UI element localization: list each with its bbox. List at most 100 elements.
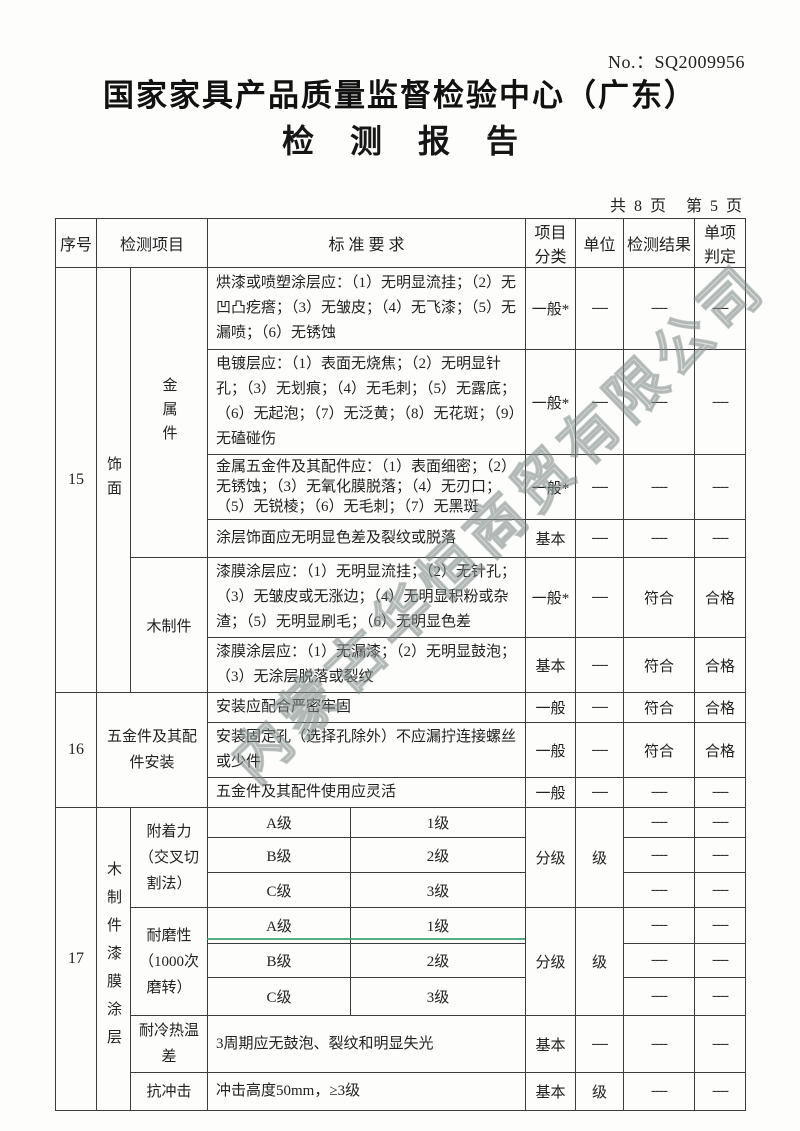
- cell-verdict: ----: [694, 1072, 747, 1111]
- cell-unit: ----: [575, 267, 625, 350]
- cell-verdict: ----: [694, 943, 747, 978]
- cell-standard-req: 安装固定孔（选择孔除外）不应漏拧连接螺丝或少件: [207, 722, 527, 778]
- cell-result: ----: [623, 907, 696, 944]
- col-header-result: 检测结果: [623, 218, 696, 268]
- table-header-row: 序号 检测项目 标 准 要 求 项目分类 单位 检测结果 单项判定: [55, 218, 747, 268]
- cell-result: 符合: [623, 692, 696, 723]
- cell-verdict: ----: [694, 977, 747, 1016]
- cell-grade-value: 3级: [350, 977, 527, 1016]
- cell-standard-req: 冲击高度50mm，≥3级: [207, 1072, 527, 1111]
- table-row: 涂层饰面应无明显色差及裂纹或脱落 基本 ---- ---- ----: [56, 519, 747, 558]
- table-row: B级 2级 ---- ----: [56, 837, 747, 873]
- cell-result: ----: [623, 777, 696, 808]
- cell-verdict: ----: [694, 519, 747, 558]
- subgroup-label-wood: 木制件: [129, 557, 209, 693]
- cell-result: ----: [623, 837, 696, 873]
- cell-verdict: ----: [694, 872, 747, 908]
- cell-grade: C级: [207, 977, 352, 1016]
- table-row: C级 3级 ---- ----: [56, 977, 747, 1016]
- cell-result: ----: [623, 267, 696, 350]
- col-header-item: 检测项目: [95, 218, 209, 268]
- table-row: 耐磨性（1000次磨转） A级 1级 分级 级 ---- ----: [56, 907, 747, 1016]
- cell-result: ----: [623, 1072, 696, 1111]
- cell-category: 基本: [525, 519, 577, 558]
- cell-grade-value: 2级: [350, 837, 527, 873]
- cell-category: 分级: [525, 807, 577, 908]
- cell-result: ----: [623, 1015, 696, 1073]
- cell-grade: B级: [207, 837, 352, 873]
- cell-grade-value: 1级: [350, 907, 527, 944]
- cell-standard-req: 漆膜涂层应：（1）无明显流挂；（2）无针孔；（3）无皱皮或无涨边；（4）无明显积…: [207, 557, 527, 638]
- subgroup-label-cold-heat: 耐冷热温差: [129, 1015, 209, 1073]
- cell-verdict: ----: [694, 349, 747, 455]
- table-row: 电镀层应：（1）表面无烧焦；（2）无明显针孔；（3）无划痕；（4）无毛刺；（5）…: [56, 349, 747, 455]
- cell-verdict: 合格: [694, 557, 747, 638]
- row-number-17: 17: [55, 807, 97, 1111]
- cell-standard-req: 3周期应无鼓泡、裂纹和明显失光: [207, 1015, 527, 1073]
- subgroup-label-metal: 金属件: [129, 267, 209, 558]
- cell-standard-req: 金属五金件及其配件应：（1）表面细密；（2）无锈蚀；（3）无氧化膜脱落；（4）无…: [207, 454, 527, 520]
- cell-result: 符合: [623, 557, 696, 638]
- green-scan-line: [207, 938, 525, 940]
- cell-result: ----: [623, 872, 696, 908]
- table-row: 16 五金件及其配件安装 安装应配合严密牢固 一般 ---- 符合 合格: [55, 692, 747, 808]
- cell-result: 符合: [623, 722, 696, 778]
- cell-category: 分级: [525, 907, 577, 1016]
- cell-unit: ----: [575, 722, 625, 778]
- cell-unit: ----: [575, 454, 625, 520]
- cell-verdict: ----: [694, 454, 747, 520]
- cell-result: 符合: [623, 637, 696, 693]
- col-header-verdict: 单项判定: [694, 218, 747, 268]
- cell-verdict: ----: [694, 837, 747, 873]
- cell-unit: ----: [575, 349, 625, 455]
- cell-category: 一般: [525, 777, 577, 808]
- cell-standard-req: 五金件及其配件使用应灵活: [207, 777, 527, 808]
- cell-grade: C级: [207, 872, 352, 908]
- cell-verdict: 合格: [694, 722, 747, 778]
- cell-result: ----: [623, 943, 696, 978]
- cell-verdict: ----: [694, 777, 747, 808]
- table-row: 木制件 漆膜涂层应：（1）无明显流挂；（2）无针孔；（3）无皱皮或无涨边；（4）…: [56, 557, 747, 693]
- cell-category: 一般*: [525, 454, 577, 520]
- cell-category: 一般: [525, 722, 577, 778]
- table-row: 五金件及其配件使用应灵活 一般 ---- ---- ----: [56, 777, 747, 808]
- cell-category: 基本: [525, 1072, 577, 1111]
- cell-category: 一般*: [525, 267, 577, 350]
- cell-grade-value: 2级: [350, 943, 527, 978]
- cell-unit: ----: [575, 557, 625, 638]
- cell-verdict: 合格: [694, 637, 747, 693]
- page-count: 共 8 页 第 5 页: [609, 198, 744, 215]
- cell-grade-value: 3级: [350, 872, 527, 908]
- table-row: 17 木制件漆膜涂层 附着力（交叉切割法） A级 1级 分级 级 ---- --…: [55, 807, 747, 1111]
- cell-result: ----: [623, 977, 696, 1016]
- cell-verdict: ----: [694, 807, 747, 838]
- col-header-no: 序号: [55, 218, 97, 268]
- cell-result: ----: [623, 807, 696, 838]
- inspection-table: 序号 检测项目 标 准 要 求 项目分类 单位 检测结果 单项判定 15 饰面 …: [55, 218, 747, 1111]
- cell-standard-req: 烘漆或喷塑涂层应：（1）无明显流挂；（2）无凹凸疙瘩；（3）无皱皮；（4）无飞漆…: [207, 267, 527, 350]
- cell-category: 基本: [525, 1015, 577, 1073]
- table-row: C级 3级 ---- ----: [56, 872, 747, 908]
- cell-unit: 级: [575, 907, 625, 1016]
- cell-grade: A级: [207, 807, 352, 838]
- table-row: 金属五金件及其配件应：（1）表面细密；（2）无锈蚀；（3）无氧化膜脱落；（4）无…: [56, 454, 747, 520]
- col-header-unit: 单位: [575, 218, 625, 268]
- cell-category: 一般: [525, 692, 577, 723]
- group-label-wood-coating: 木制件漆膜涂层: [96, 807, 131, 1111]
- cell-unit: ----: [575, 777, 625, 808]
- subgroup-label-impact: 抗冲击: [129, 1072, 209, 1111]
- col-header-standard: 标 准 要 求: [207, 218, 527, 268]
- cell-unit: 级: [575, 807, 625, 908]
- cell-unit: ----: [575, 1015, 625, 1073]
- row-number-16: 16: [55, 692, 97, 808]
- cell-standard-req: 漆膜涂层应：（1）无漏漆；（2）无明显鼓泡；（3）无涂层脱落或裂纹: [207, 637, 527, 693]
- document-number: No.：SQ2009956: [607, 52, 745, 72]
- cell-category: 一般*: [525, 349, 577, 455]
- cell-result: ----: [623, 349, 696, 455]
- cell-unit: ----: [575, 519, 625, 558]
- cell-category: 一般*: [525, 557, 577, 638]
- subgroup-label-abrasion: 耐磨性（1000次磨转）: [129, 907, 209, 1016]
- cell-verdict: ----: [694, 907, 747, 944]
- row-number-15: 15: [55, 267, 97, 693]
